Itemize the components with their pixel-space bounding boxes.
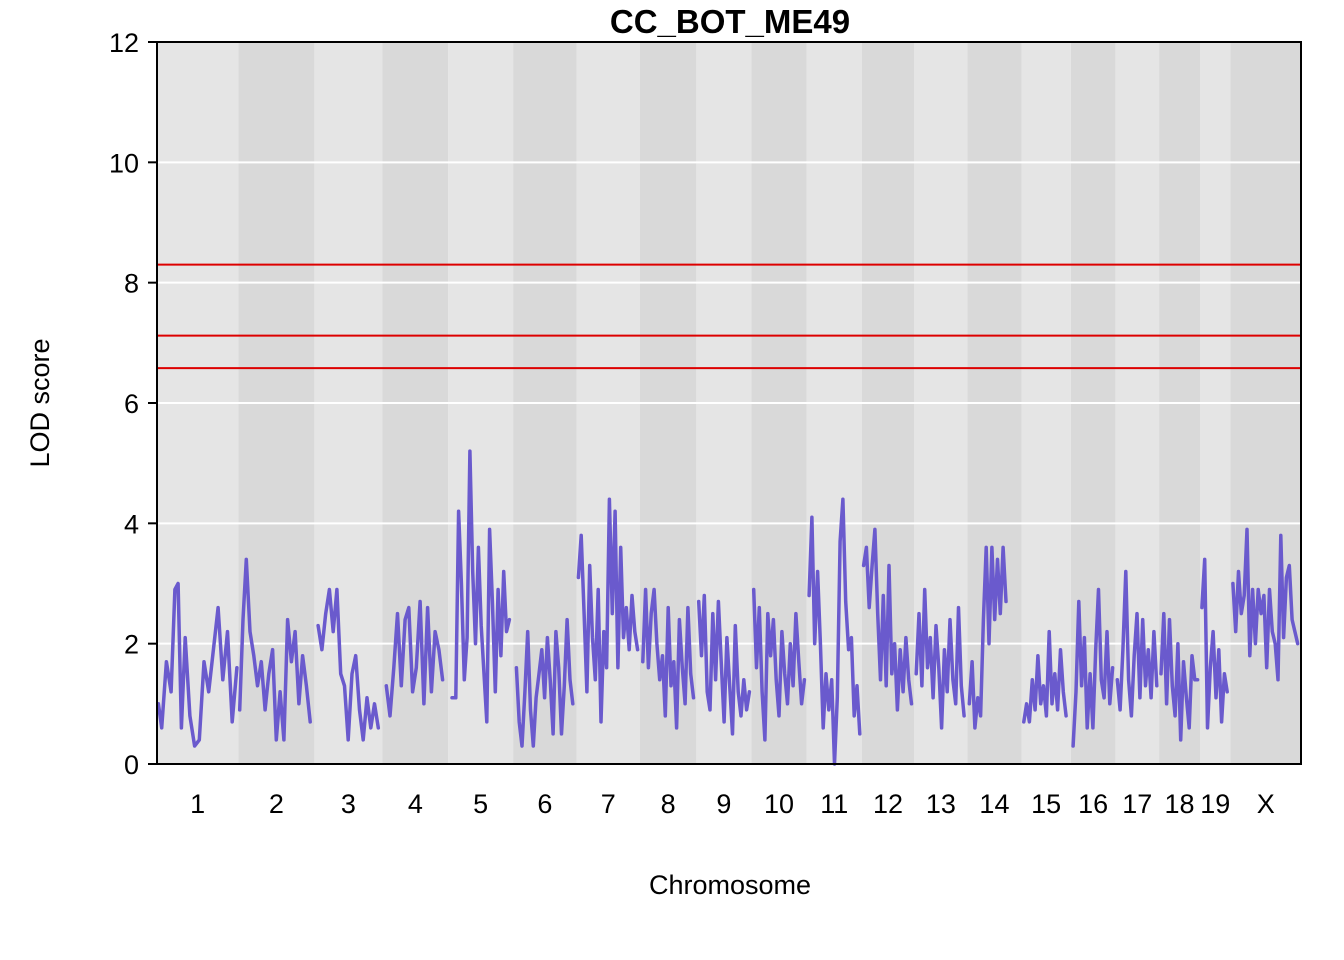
x-tick-label-chr-8: 8: [661, 789, 676, 819]
y-tick-label-0: 0: [124, 750, 139, 780]
x-tick-label-chr-5: 5: [473, 789, 488, 819]
x-tick-label-chr-15: 15: [1031, 789, 1061, 819]
x-tick-label-chr-18: 18: [1165, 789, 1195, 819]
x-tick-label-chr-x: X: [1257, 789, 1275, 819]
lod-series: [156, 449, 1300, 766]
lod-line-chr-14: [967, 545, 1008, 730]
y-tick-label-4: 4: [124, 509, 139, 539]
threshold-lines: [157, 263, 1301, 370]
y-axis: 0 2 4 6 8 10 12: [109, 28, 157, 780]
x-tick-label-chr-13: 13: [926, 789, 956, 819]
x-tick-label-chr-1: 1: [190, 789, 205, 819]
lod-line-chr-4: [384, 599, 445, 718]
lod-line-chr-x: [1231, 527, 1300, 682]
y-tick-label-10: 10: [109, 148, 139, 178]
x-tick-label-chr-17: 17: [1122, 789, 1152, 819]
y-tick-label-2: 2: [124, 630, 139, 660]
y-tick-label-8: 8: [124, 269, 139, 299]
x-tick-label-chr-14: 14: [979, 789, 1009, 819]
x-tick-label-chr-3: 3: [341, 789, 356, 819]
x-tick-label-chr-2: 2: [269, 789, 284, 819]
chart-title: CC_BOT_ME49: [610, 3, 850, 40]
lod-line-chr-10: [751, 587, 807, 742]
x-tick-label-chr-16: 16: [1078, 789, 1108, 819]
x-tick-label-chr-10: 10: [764, 789, 794, 819]
x-axis-title: Chromosome: [649, 870, 811, 900]
x-tick-label-chr-12: 12: [873, 789, 903, 819]
x-tick-label-chr-19: 19: [1200, 789, 1230, 819]
lod-line-chr-6: [514, 617, 575, 748]
lod-line-chr-2: [237, 557, 312, 742]
lod-line-chr-17: [1115, 569, 1159, 718]
y-axis-title: LOD score: [25, 338, 55, 467]
y-tick-label-6: 6: [124, 389, 139, 419]
lod-line-chr-9: [696, 593, 752, 736]
lod-line-chr-16: [1071, 587, 1115, 748]
lod-line-chr-8: [641, 587, 696, 730]
lod-line-chr-15: [1022, 629, 1068, 724]
lod-line-chr-1: [156, 581, 239, 748]
x-tick-label-chr-6: 6: [537, 789, 552, 819]
x-tick-label-chr-7: 7: [601, 789, 616, 819]
lod-line-chr-13: [914, 587, 966, 730]
y-tick-label-12: 12: [109, 28, 139, 58]
lod-line-chr-18: [1159, 611, 1200, 742]
lod-line-chr-12: [861, 527, 914, 712]
x-tick-label-chr-9: 9: [716, 789, 731, 819]
lod-line-chr-3: [316, 587, 381, 742]
lod-line-chr-5: [450, 449, 512, 724]
x-tick-label-chr-4: 4: [408, 789, 423, 819]
x-axis: 1 2 3 4 5 6 7 8 9 10 11 12 13 14 15 16 17 18 19 X: [190, 789, 1275, 819]
lod-line-chr-19: [1200, 557, 1229, 730]
x-tick-label-chr-11: 11: [820, 789, 848, 819]
lod-line-chr-7: [576, 497, 640, 724]
